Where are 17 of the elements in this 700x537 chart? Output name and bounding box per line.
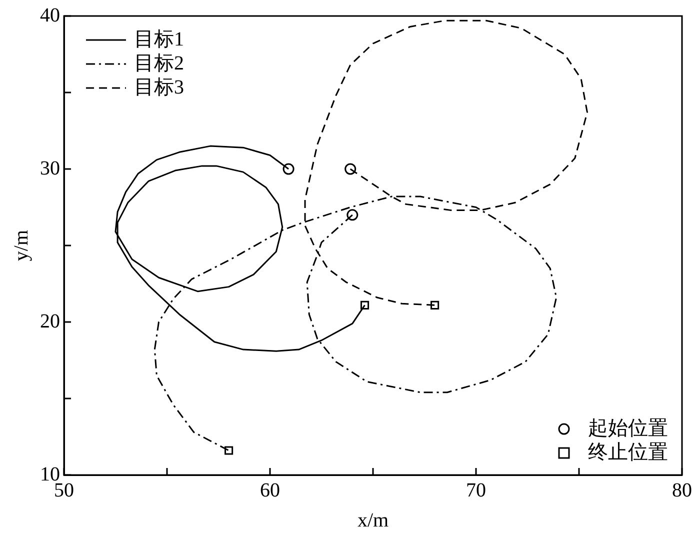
point <box>430 300 440 310</box>
y-tick-label: 20 <box>40 310 60 332</box>
point <box>346 209 358 221</box>
legend-label: 目标3 <box>134 76 184 98</box>
y-tick-label: 30 <box>40 157 60 180</box>
legend-label: 目标1 <box>134 28 184 50</box>
y-tick-label: 40 <box>40 4 60 26</box>
point <box>344 163 356 175</box>
x-tick-label: 80 <box>672 479 692 502</box>
x-tick-label: 60 <box>260 479 280 502</box>
y-axis-title: y/m <box>10 230 32 262</box>
x-axis-title: x/m <box>357 509 389 532</box>
legend-label: 起始位置 <box>588 417 668 440</box>
point <box>282 163 294 175</box>
x-tick-label: 70 <box>466 479 486 502</box>
legend-label: 终止位置 <box>588 441 668 464</box>
legend-label: 目标2 <box>134 52 184 74</box>
